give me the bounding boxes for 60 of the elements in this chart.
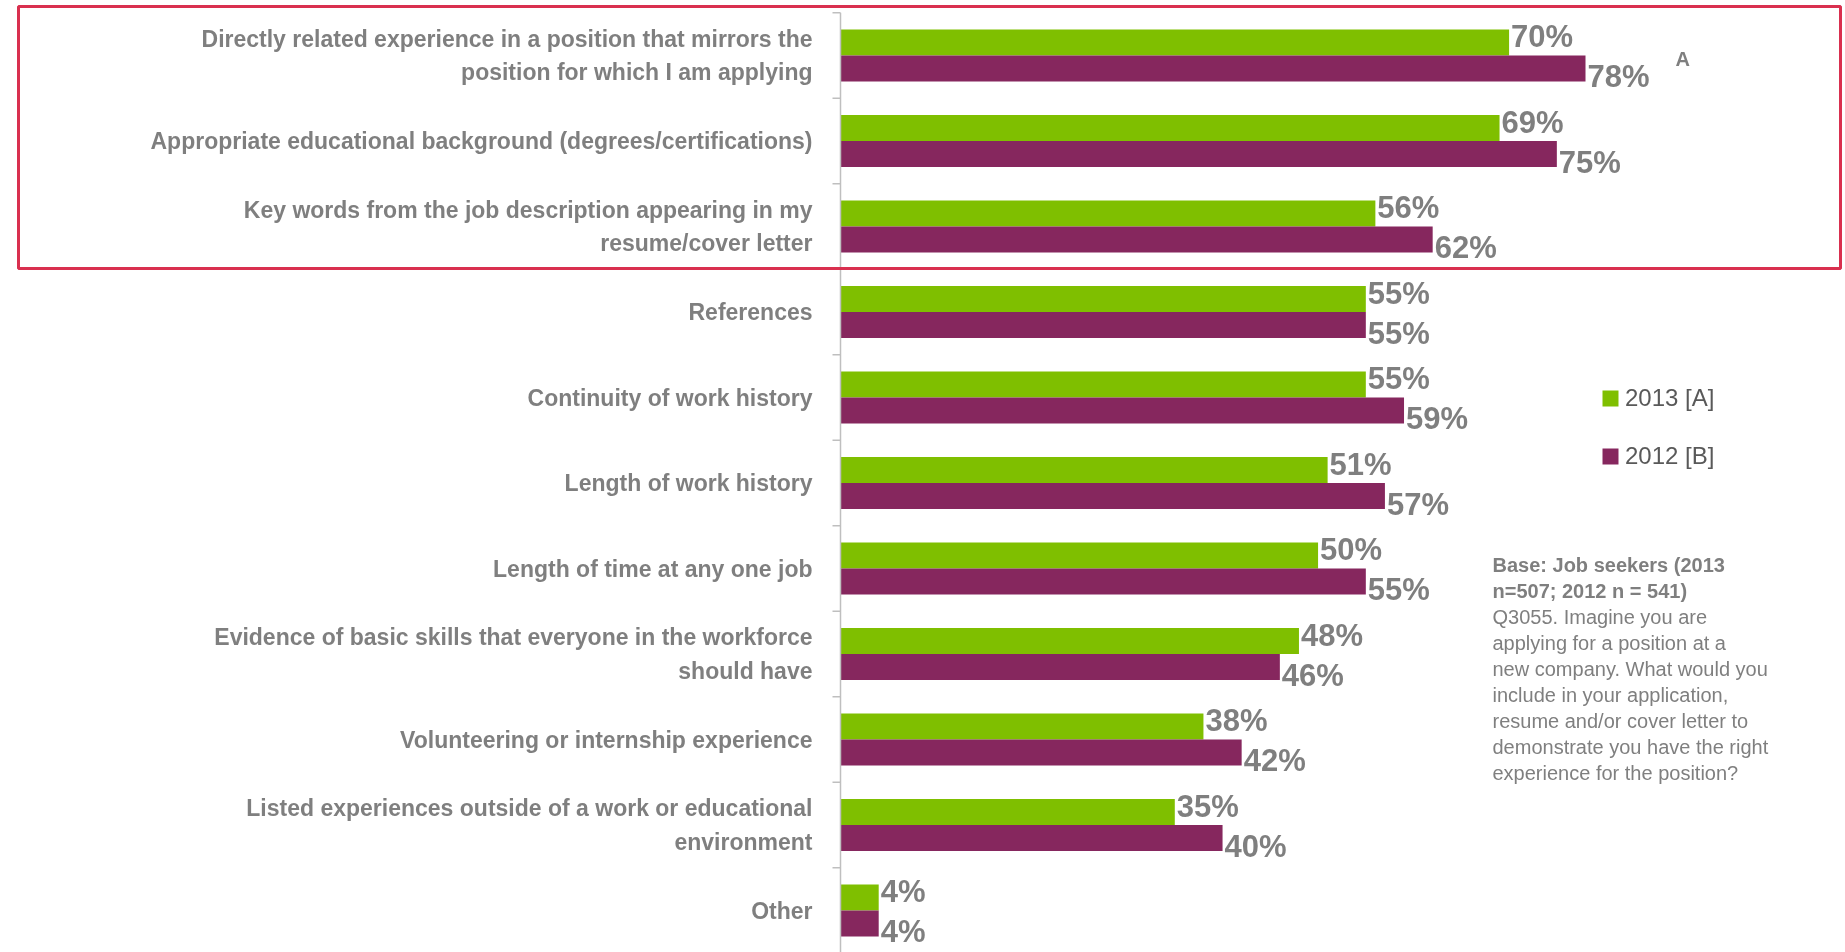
data-label: 42% bbox=[1243, 743, 1306, 778]
data-label: 55% bbox=[1367, 315, 1430, 351]
bar bbox=[840, 29, 1510, 56]
y-tick-label: Volunteering or internship experience bbox=[400, 726, 813, 753]
y-tick-label: Length of time at any one job bbox=[493, 555, 813, 582]
y-tick-label: Continuity of work history bbox=[527, 384, 813, 411]
y-tick-label: Length of work history bbox=[564, 470, 813, 496]
bar bbox=[840, 910, 879, 937]
y-tick-label: Evidence of basic skills that everyone in the workforce should have bbox=[214, 624, 813, 684]
bar bbox=[840, 397, 1405, 424]
data-label: 78% bbox=[1587, 59, 1650, 94]
bar bbox=[840, 825, 1223, 851]
data-label: 55% bbox=[1367, 572, 1430, 607]
bar bbox=[840, 226, 1433, 253]
bar bbox=[840, 200, 1376, 227]
annotation: Q3055. Imagine you are applying for a position at a new company. What would you include in your application, resume and/or cover letter to demonstrate you have the right experience for the position? bbox=[1492, 605, 1769, 784]
data-label: 51% bbox=[1329, 446, 1392, 482]
bar bbox=[840, 457, 1328, 483]
bar bbox=[840, 141, 1557, 167]
data-label: 55% bbox=[1367, 361, 1430, 396]
y-tick-label: Directly related experience in a position that mirrors the position for which I am applying bbox=[201, 25, 813, 86]
data-label: 59% bbox=[1406, 401, 1469, 436]
bar bbox=[840, 654, 1280, 680]
data-label: 35% bbox=[1176, 788, 1239, 824]
data-label: 46% bbox=[1281, 657, 1344, 693]
bar bbox=[840, 115, 1500, 141]
y-tick-label: Appropriate educational background (degrees/certifications) bbox=[150, 128, 813, 154]
data-label: 57% bbox=[1386, 486, 1449, 522]
bar bbox=[840, 55, 1586, 82]
y-tick-label: Listed experiences outside of a work or educational environment bbox=[246, 795, 813, 855]
data-label: 4% bbox=[880, 874, 926, 909]
y-tick-label: References bbox=[688, 299, 813, 325]
bar bbox=[840, 713, 1204, 740]
legend-label: 2012 [B] bbox=[1625, 442, 1715, 470]
data-label: 4% bbox=[880, 914, 926, 949]
bar bbox=[840, 542, 1319, 569]
data-label: 48% bbox=[1300, 617, 1364, 653]
bar bbox=[840, 312, 1366, 338]
bar bbox=[840, 286, 1366, 312]
data-label: 38% bbox=[1205, 703, 1268, 738]
bar bbox=[840, 799, 1175, 825]
data-label: 56% bbox=[1377, 190, 1440, 225]
bar bbox=[840, 628, 1299, 654]
data-label: 70% bbox=[1511, 19, 1574, 54]
data-label: 55% bbox=[1367, 275, 1430, 311]
annotation: Base: Job seekers (2013 n=507; 2012 n = 541) bbox=[1492, 553, 1725, 602]
bar bbox=[840, 739, 1242, 766]
text: A bbox=[1675, 47, 1690, 70]
data-label: 62% bbox=[1434, 230, 1497, 265]
bar bbox=[840, 483, 1385, 509]
data-label: 40% bbox=[1224, 828, 1287, 864]
bar bbox=[840, 568, 1366, 595]
bar bbox=[840, 884, 879, 911]
legend-label: 2013 [A] bbox=[1625, 384, 1715, 412]
data-label: 69% bbox=[1501, 104, 1564, 140]
data-label: 50% bbox=[1320, 532, 1383, 567]
bar bbox=[840, 371, 1366, 398]
y-tick-label: Other bbox=[751, 897, 813, 924]
y-tick-label: Key words from the job description appearing in my resume/cover letter bbox=[243, 196, 813, 257]
data-label: 75% bbox=[1558, 144, 1621, 180]
